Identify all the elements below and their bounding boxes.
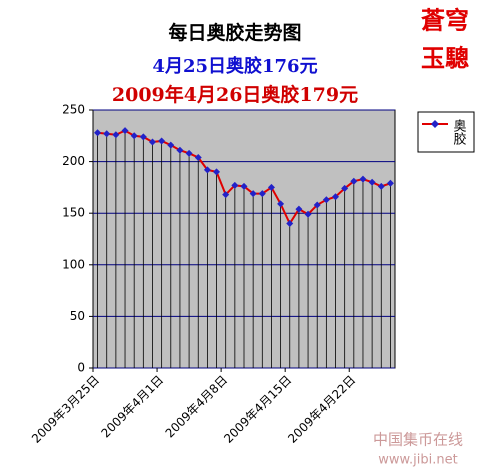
data-point [304,210,312,218]
x-tick-label: 2009年4月15日 [221,373,294,446]
data-point [185,149,193,157]
data-point [286,220,294,228]
data-point [267,183,275,191]
data-point [121,127,129,135]
data-point [332,193,340,201]
x-tick-label: 2009年4月8日 [163,373,231,441]
watermark-text: www.jibi.net [378,453,457,468]
data-point [368,178,376,186]
legend-box [417,111,475,153]
data-point [139,133,147,141]
legend-label: 奥胶 [451,119,467,146]
chart-subtitle: 2009年4月26日奥胶179元 [112,83,358,106]
y-tick-label: 200 [62,154,85,168]
data-point [341,184,349,192]
data-point [350,177,358,185]
data-point [194,153,202,161]
chart-title: 每日奥胶走势图 [168,21,301,44]
data-point [249,190,257,198]
y-tick-label: 100 [62,257,85,271]
data-point [103,130,111,138]
data-point [158,137,166,145]
data-point [377,182,385,190]
data-point [94,129,102,137]
x-tick-label: 2009年3月25日 [29,373,102,446]
y-tick-label: 250 [62,103,85,117]
chart-subtitle: 4月25日奥胶176元 [152,55,317,77]
data-point [258,190,266,198]
y-tick-label: 50 [70,309,85,323]
x-tick-label: 2009年4月22日 [285,373,358,446]
data-point [322,196,330,204]
data-point [295,205,303,213]
x-tick-label: 2009年4月1日 [98,373,166,441]
data-point [222,191,230,199]
data-point [359,175,367,183]
data-point [231,181,239,189]
data-point [386,179,394,187]
data-point [240,182,248,190]
data-point [167,141,175,149]
data-point [213,168,221,176]
data-point [148,138,156,146]
y-tick-label: 0 [77,361,85,375]
data-point [203,166,211,174]
data-point [130,132,138,140]
data-point [313,201,321,209]
data-point [112,131,120,139]
stamp-text: 玉驄 [421,44,469,73]
legend-marker [431,120,439,128]
watermark-text: 中国集币在线 [373,431,463,449]
y-tick-label: 150 [62,206,85,220]
data-point [176,146,184,154]
stamp-text: 蒼穹 [421,6,469,35]
data-point [277,200,285,208]
